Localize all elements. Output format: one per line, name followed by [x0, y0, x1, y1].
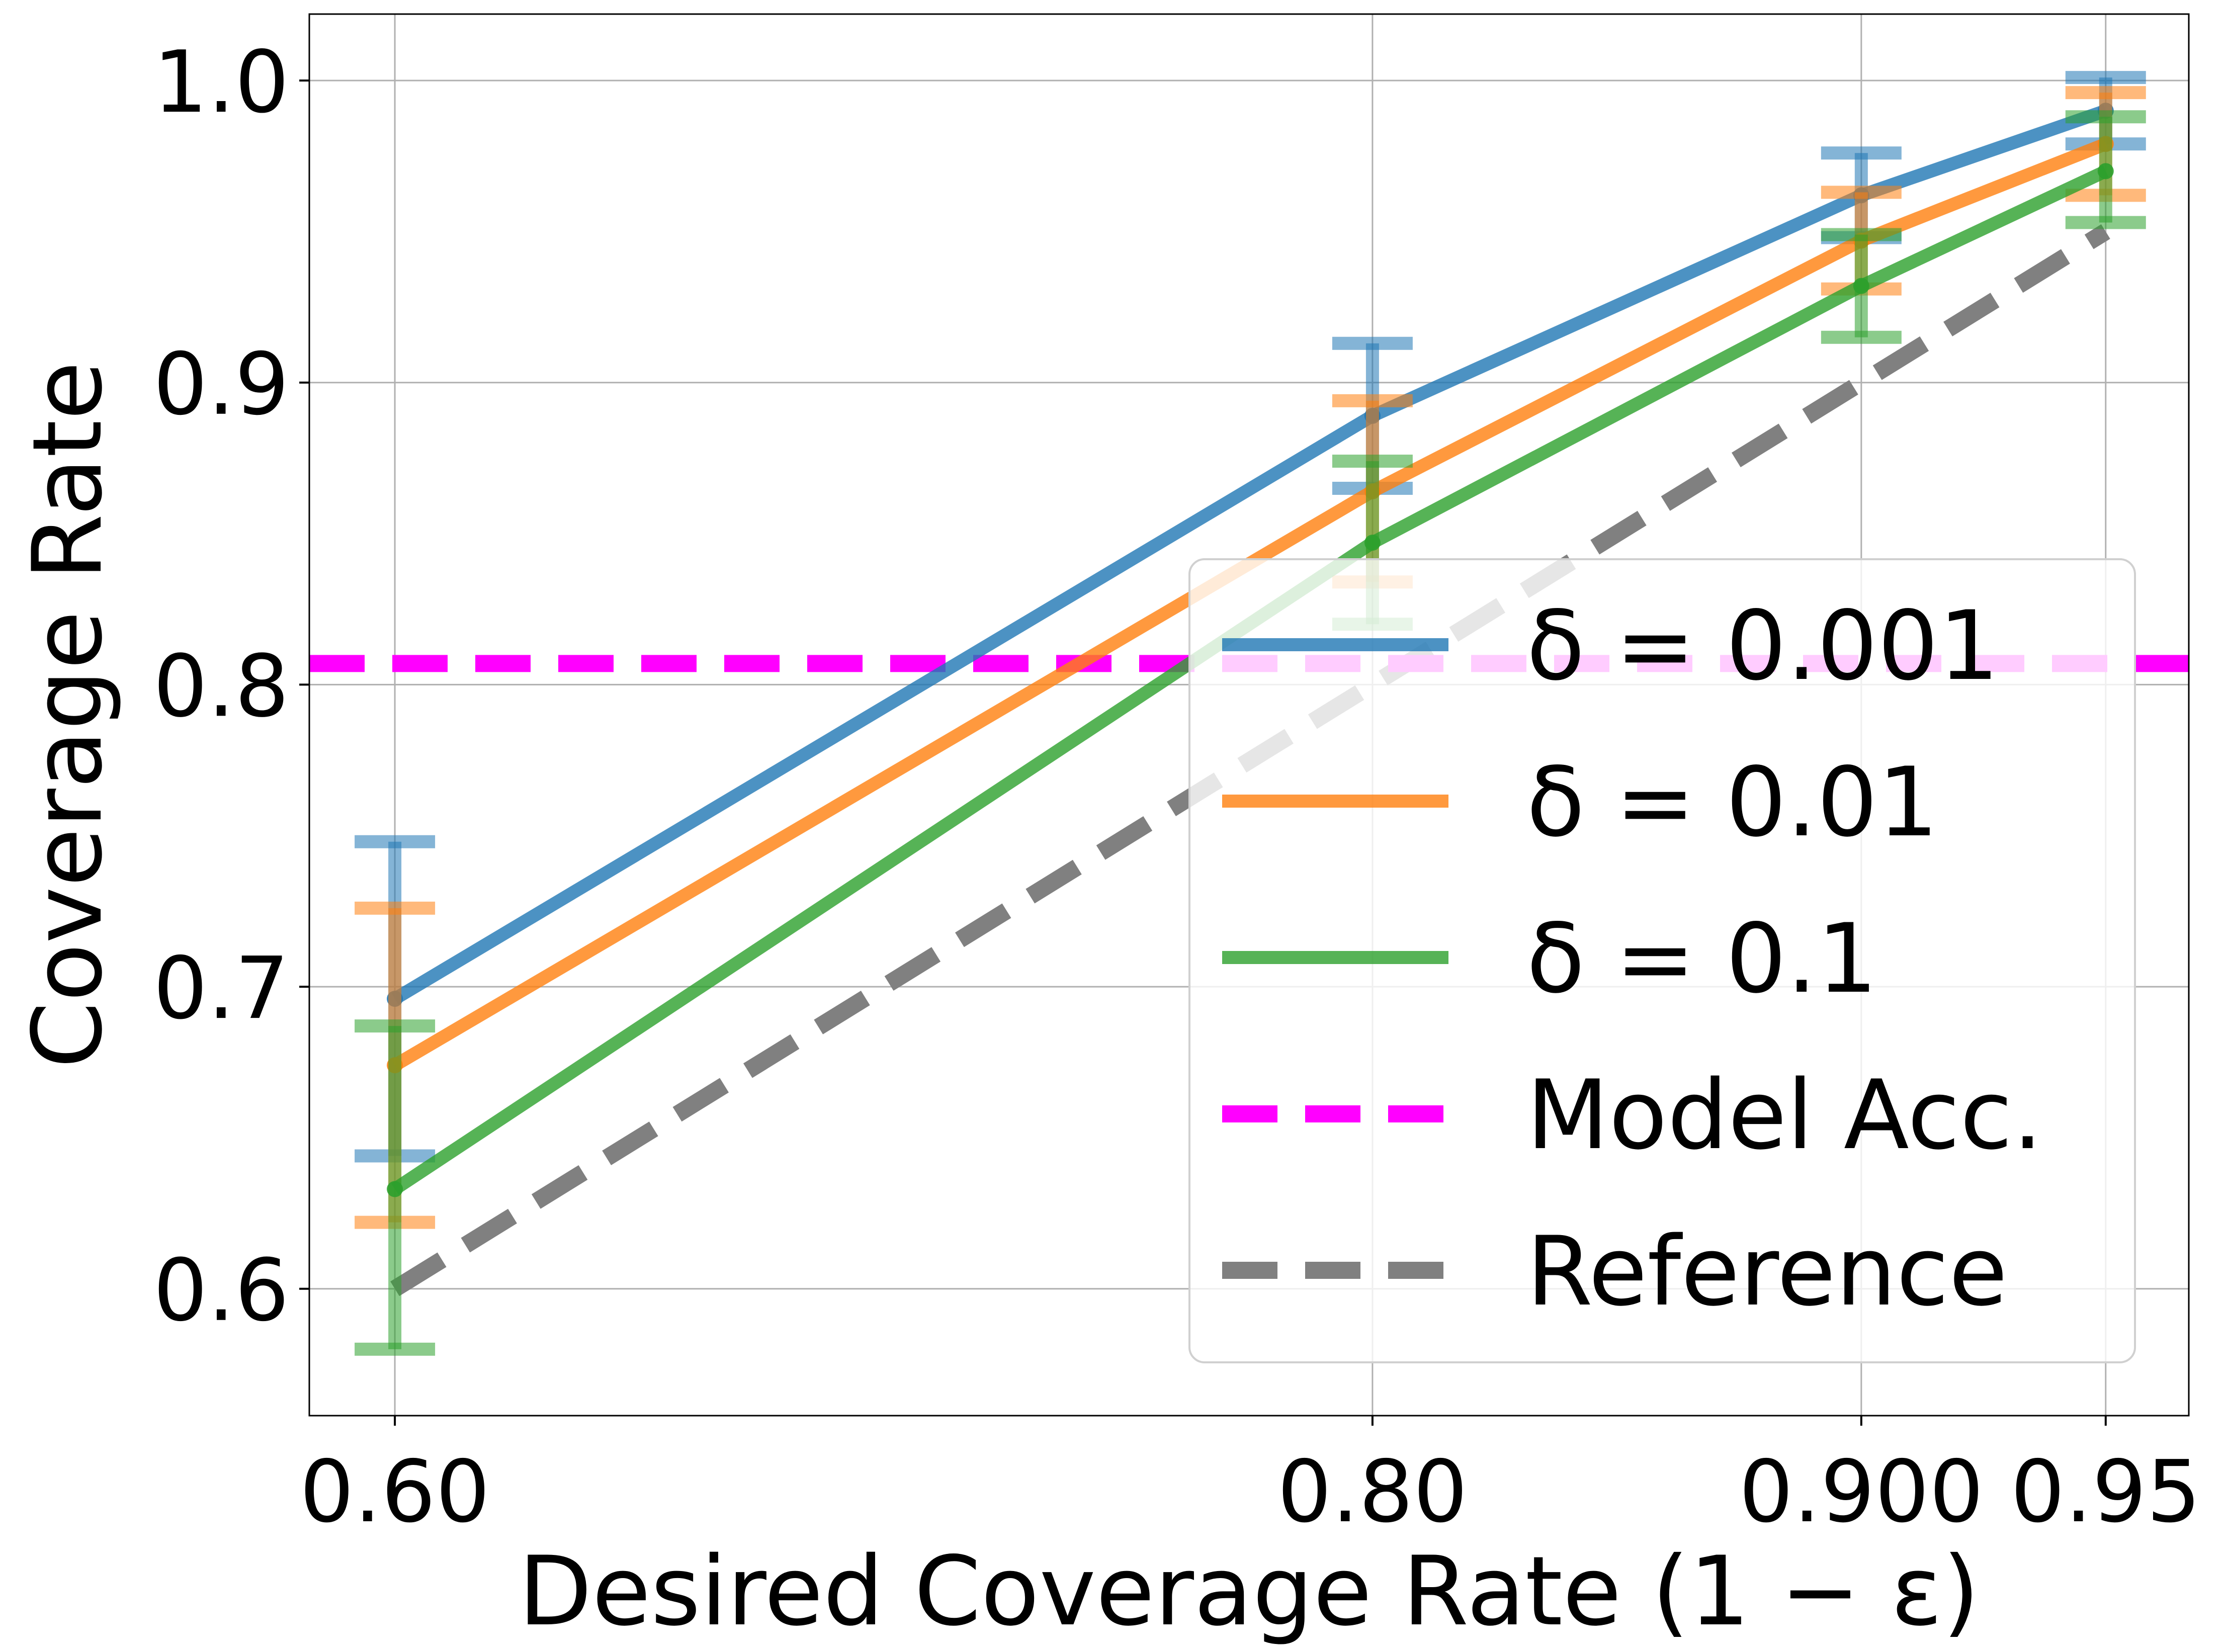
y-axis-label: Coverage Rate: [12, 361, 123, 1068]
y-tick-label: 0.6: [153, 1241, 289, 1341]
legend-label: δ = 0.01: [1526, 747, 1938, 858]
x-tick-label: 0.900: [1739, 1442, 1984, 1542]
legend-label: δ = 0.1: [1526, 903, 1877, 1014]
y-tick-label: 1.0: [153, 33, 289, 132]
series-line: [391, 104, 2108, 1005]
x-tick-label: 0.80: [1277, 1442, 1468, 1542]
x-axis-label: Desired Coverage Rate (1 − ε): [519, 1536, 1980, 1647]
series-line: [391, 165, 2109, 1195]
data-point: [387, 1181, 403, 1197]
legend-label: Model Acc.: [1526, 1060, 2043, 1171]
y-axis-ticks: 0.6 0.7 0.8 0.9 1.0: [153, 33, 309, 1341]
y-tick-label: 0.8: [153, 637, 289, 736]
y-tick-label: 0.9: [153, 335, 289, 434]
legend-label: Reference: [1526, 1216, 2008, 1327]
plot-frame: [308, 13, 2190, 1417]
x-axis-ticks: 0.60 0.80 0.900 0.95: [300, 1416, 2201, 1542]
y-tick-label: 0.7: [153, 939, 289, 1038]
data-point: [1364, 535, 1381, 551]
data-point: [1853, 278, 1869, 294]
legend: δ = 0.001 δ = 0.01 δ = 0.1 Model Acc. Refere…: [1188, 558, 2136, 1363]
legend-box: [1188, 558, 2136, 1363]
series-line: [391, 138, 2108, 1071]
x-tick-label: 0.95: [2011, 1442, 2201, 1542]
x-tick-label: 0.60: [300, 1442, 490, 1542]
legend-label: δ = 0.001: [1526, 590, 1999, 702]
data-point: [2097, 163, 2114, 180]
